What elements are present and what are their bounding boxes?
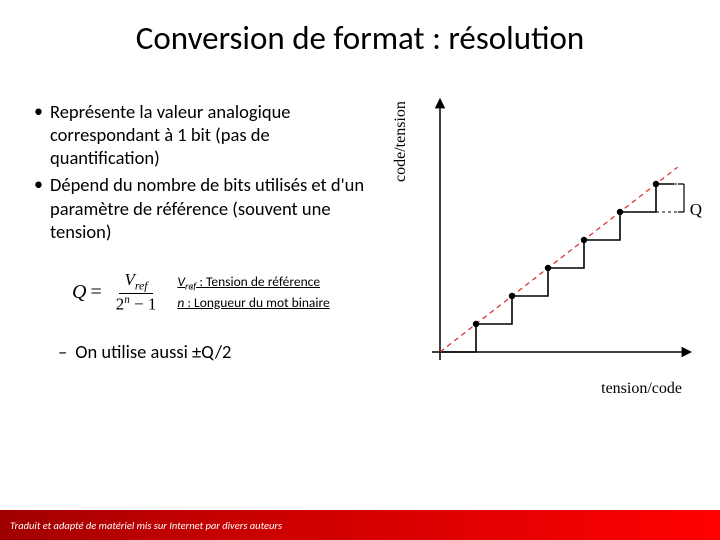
legend-line-1: Vref : Tension de référence <box>177 273 329 293</box>
formula: Q = Vref 2n − 1 <box>72 270 161 315</box>
chart-svg <box>400 92 700 382</box>
formula-lhs: Q <box>72 281 86 304</box>
formula-legend: Vref : Tension de référence n : Longueur… <box>177 273 329 311</box>
footer-text: Traduit et adapté de matériel mis sur In… <box>10 519 282 532</box>
formula-eq: = <box>90 281 101 304</box>
footer-band: Traduit et adapté de matériel mis sur In… <box>0 510 720 540</box>
formula-fraction: Vref 2n − 1 <box>111 270 162 315</box>
formula-den: 2n − 1 <box>111 294 162 315</box>
content-area: Représente la valeur analogique correspo… <box>32 100 382 247</box>
formula-block: Q = Vref 2n − 1 Vref : Tension de référe… <box>72 270 330 315</box>
y-axis-label: code/tension <box>392 101 410 182</box>
bullet-item-2: Dépend du nombre de bits utilisés et d'u… <box>32 173 382 242</box>
bullet-item-1: Représente la valeur analogique correspo… <box>32 100 382 169</box>
q-label: Q <box>690 200 702 220</box>
formula-num: Vref <box>119 270 152 294</box>
sub-bullet: –On utilise aussi ±Q/2 <box>58 340 231 363</box>
dash-icon: – <box>58 340 67 363</box>
slide-title: Conversion de format : résolution <box>0 18 720 58</box>
quantization-chart: code/tension tension/code Q <box>400 92 700 402</box>
x-axis-label: tension/code <box>601 380 682 398</box>
legend-line-2: n : Longueur du mot binaire <box>177 294 329 312</box>
bullet-list: Représente la valeur analogique correspo… <box>32 100 382 243</box>
